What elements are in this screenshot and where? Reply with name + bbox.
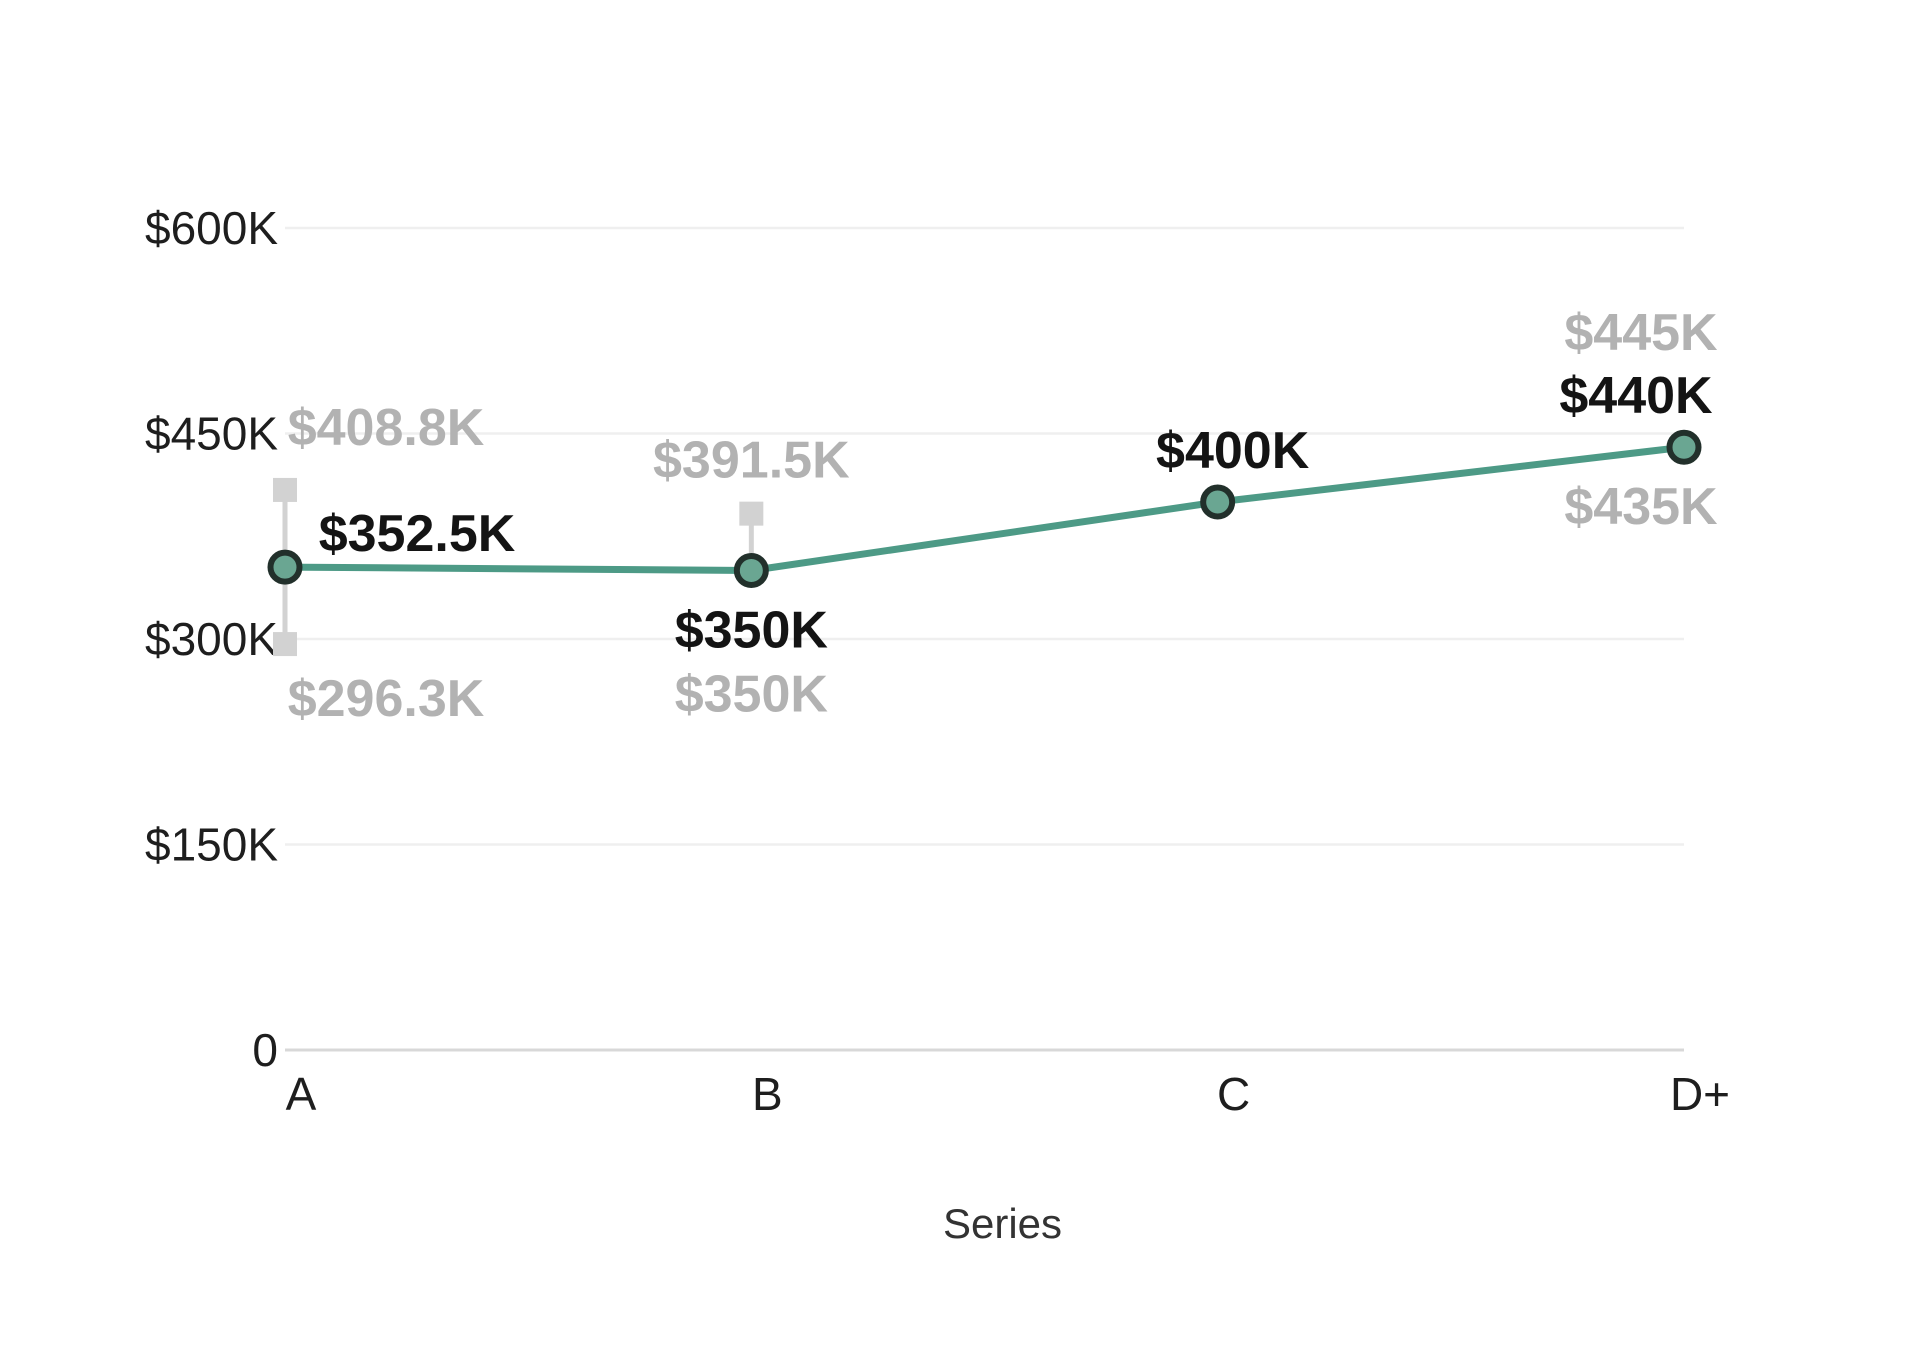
range-high-label: $391.5K [653,432,850,490]
range-high-label: $408.8K [288,399,485,457]
range-high-label: $445K [1564,304,1718,362]
value-label: $440K [1559,367,1713,425]
data-point-A[interactable] [267,549,303,585]
x-tick-label: C [1217,1068,1250,1120]
range-low-label: $350K [675,666,829,724]
value-label: $350K [675,602,829,660]
y-tick-label: $600K [145,202,278,254]
y-tick-label: $450K [145,408,278,460]
range-handle-high[interactable] [273,477,297,502]
value-label: $400K [1156,422,1310,480]
range-low-label: $296.3K [288,670,485,728]
data-point-B[interactable] [733,553,769,588]
range-handle-low[interactable] [273,632,297,657]
value-label: $352.5K [319,505,516,563]
data-point-D+[interactable] [1666,429,1702,465]
trend-line [281,443,1688,574]
range-low-label: $435K [1564,478,1718,536]
x-tick-label: D+ [1670,1068,1730,1120]
x-tick-label: B [752,1068,783,1120]
y-tick-label: 0 [252,1024,278,1076]
y-tick-label: $150K [145,819,278,871]
data-point-C[interactable] [1200,484,1236,520]
y-tick-label: $300K [145,613,278,665]
x-axis-title: Series [943,1200,1062,1247]
x-tick-label: A [286,1068,317,1120]
range-handle-high[interactable] [739,501,764,526]
